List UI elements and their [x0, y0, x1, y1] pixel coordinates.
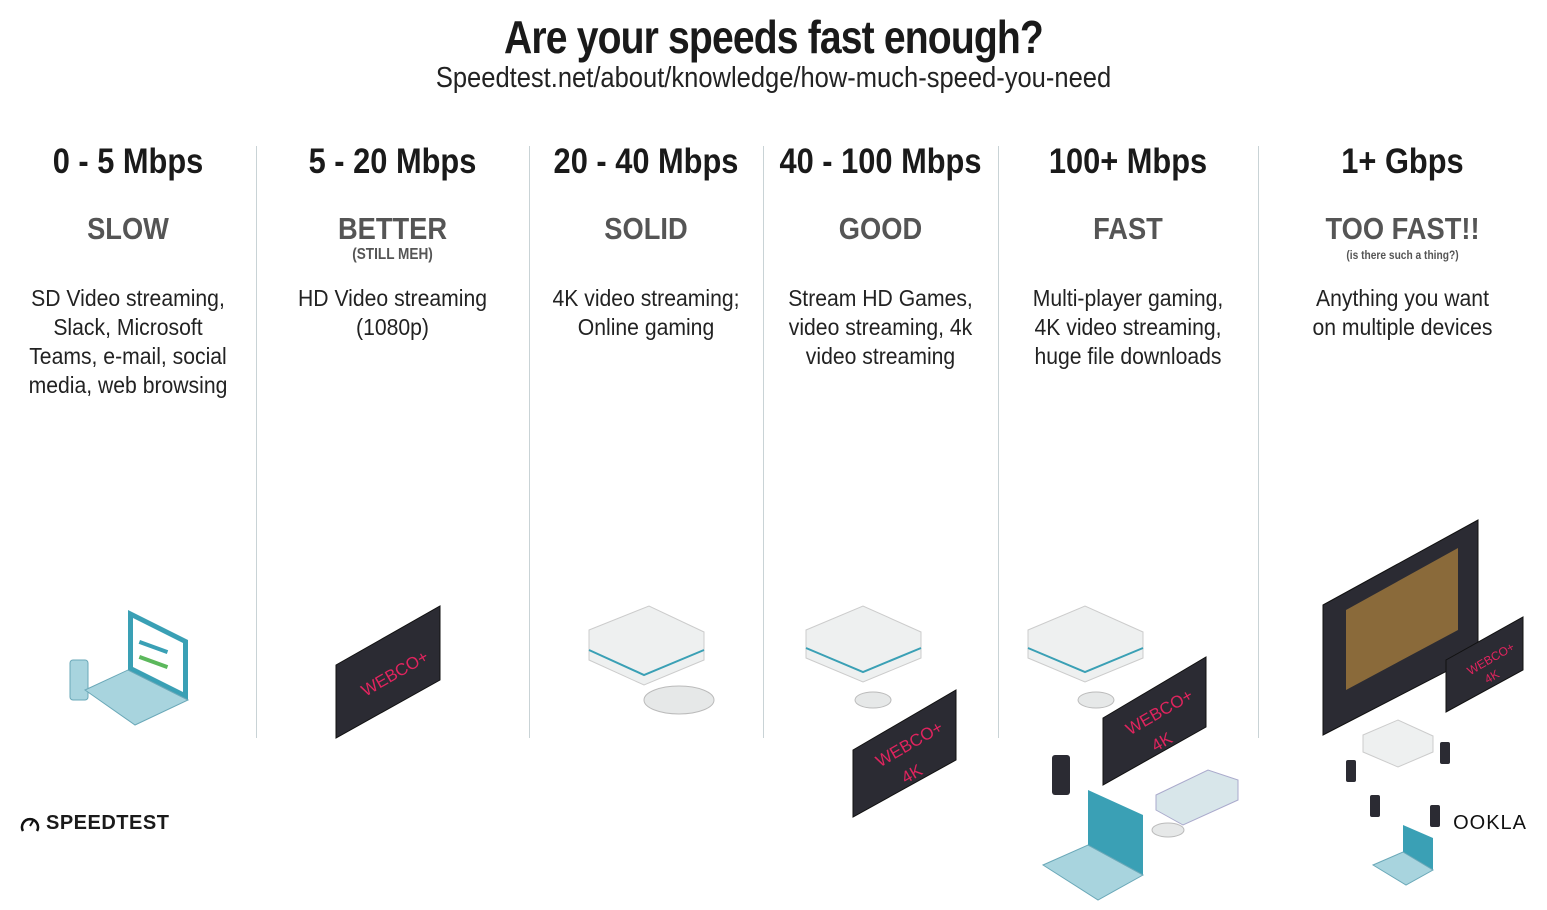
tier-rating: GOOD [838, 211, 923, 246]
controller-icon [854, 691, 892, 709]
phone-icon [1052, 755, 1070, 795]
tier-rating: TOO FAST!! [1325, 211, 1480, 246]
tier-too-fast: 1+ Gbps TOO FAST!! (is there such a thin… [1258, 140, 1547, 886]
tier-fast: 100+ Mbps FAST Multi-player gaming, 4K v… [998, 140, 1258, 901]
tier-speed: 1+ Gbps [1341, 142, 1464, 181]
tier-note [547, 246, 746, 266]
column-divider [1258, 146, 1259, 738]
source-url: Speedtest.net/about/knowledge/how-much-s… [435, 62, 1112, 94]
speedtest-logo: SPEEDTEST [20, 812, 169, 835]
controller-icon [1151, 822, 1185, 838]
tier-solid: 20 - 40 Mbps SOLID 4K video streaming; O… [529, 140, 763, 740]
tier-note [1018, 246, 1239, 266]
tv-icon: WEBCO+ [335, 605, 441, 739]
phones-icon [1346, 742, 1450, 827]
controller-icon [1077, 691, 1115, 709]
column-divider [529, 146, 530, 738]
tier-note [19, 246, 237, 266]
speedtest-logo-text: SPEEDTEST [46, 812, 170, 834]
page-title: Are your speeds fast enough? [504, 11, 1044, 63]
controller-icon [643, 685, 715, 715]
tier-good: 40 - 100 Mbps GOOD Stream HD Games, vide… [763, 140, 998, 818]
tv-illustration: WEBCO+ [335, 605, 441, 739]
console-icon [1027, 605, 1144, 683]
tier-speed: 5 - 20 Mbps [308, 142, 477, 181]
tv-4k-label: 4K [1482, 667, 1502, 686]
console-icon [1155, 769, 1239, 826]
tier-description: 4K video streaming; Online gaming [552, 285, 740, 340]
console-tv-illustration: WEBCO+ 4K [805, 605, 957, 818]
column-divider [998, 146, 999, 738]
laptop-icon [84, 610, 190, 726]
column-divider [763, 146, 764, 738]
tier-speed: 0 - 5 Mbps [52, 142, 204, 181]
tier-rating: FAST [1093, 211, 1163, 246]
laptop-phone-illustration [69, 610, 190, 726]
tier-rating: BETTER [337, 211, 448, 246]
laptop-icon [1371, 825, 1434, 886]
tier-note: (is there such a thing?) [1346, 248, 1459, 262]
ookla-logo: OOKLA [1453, 812, 1527, 834]
tier-description: SD Video streaming, Slack, Microsoft Tea… [28, 285, 228, 398]
tier-speed: 40 - 100 Mbps [779, 142, 982, 181]
console-icon [805, 605, 922, 683]
tier-note [781, 246, 981, 266]
tier-speed: 100+ Mbps [1048, 142, 1208, 181]
laptop-icon [1041, 790, 1145, 901]
tier-rating: SOLID [604, 211, 688, 246]
tier-description: HD Video streaming (1080p) [298, 285, 487, 340]
console-icon [588, 605, 705, 686]
tier-better: 5 - 20 Mbps BETTER (STILL MEH) HD Video … [256, 140, 529, 740]
tier-rating: SLOW [87, 211, 169, 246]
tv-4k-icon: WEBCO+ 4K [1445, 616, 1524, 713]
tier-description: Stream HD Games, video streaming, 4k vid… [788, 285, 973, 369]
tier-slow: 0 - 5 Mbps SLOW SD Video streaming, Slac… [0, 140, 256, 740]
tv-4k-icon: WEBCO+ 4K [1102, 656, 1207, 786]
tier-speed: 20 - 40 Mbps [553, 142, 739, 181]
tier-description: Multi-player gaming, 4K video streaming,… [1032, 285, 1224, 369]
console-illustration [588, 605, 715, 715]
phone-icon [69, 659, 89, 701]
tier-description: Anything you want on multiple devices [1312, 285, 1493, 340]
tier-note: (STILL MEH) [352, 246, 433, 263]
gauge-icon [20, 817, 40, 832]
console-icon [1362, 719, 1434, 768]
column-divider [256, 146, 257, 738]
tv-4k-icon: WEBCO+ 4K [852, 689, 957, 818]
